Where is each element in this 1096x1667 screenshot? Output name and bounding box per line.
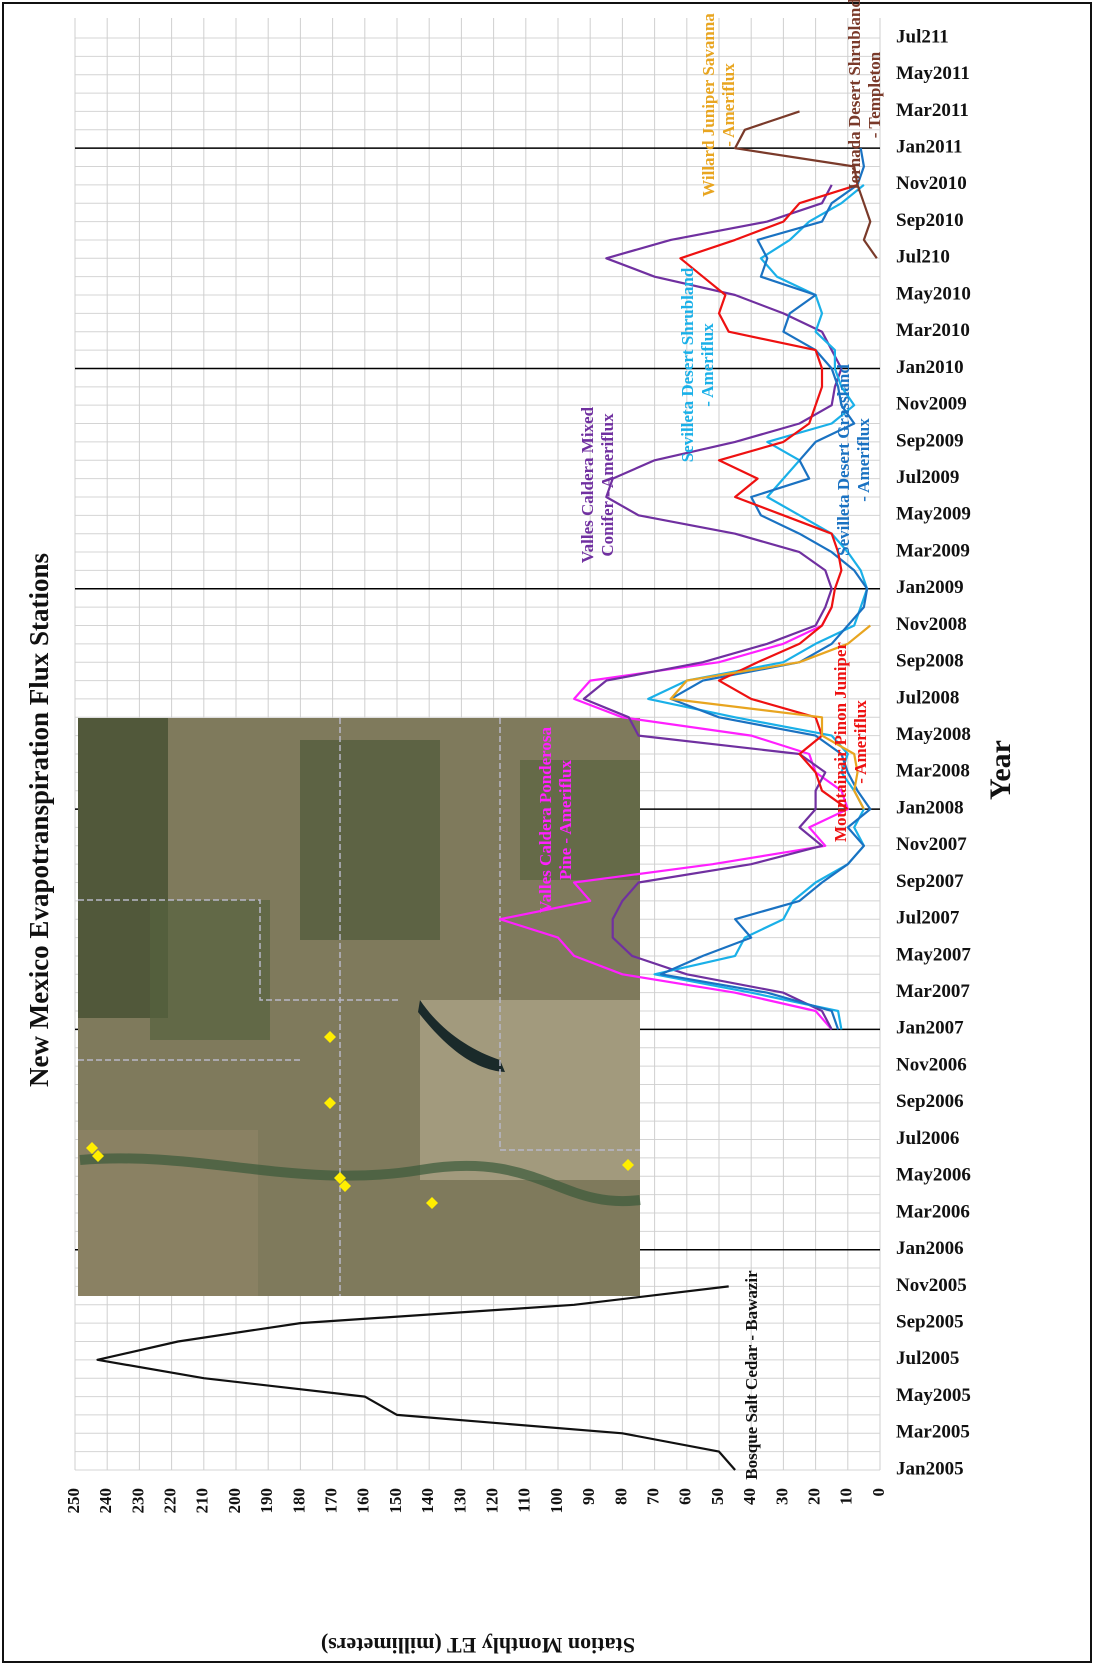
x-tick-label: 40 bbox=[740, 1488, 759, 1505]
y-tick-label: Sep2006 bbox=[896, 1091, 964, 1112]
x-tick-label: 230 bbox=[128, 1488, 147, 1514]
x-tick-label: 130 bbox=[450, 1488, 469, 1514]
y-tick-label: Jan2007 bbox=[896, 1018, 964, 1039]
y-tick-label: Sep2010 bbox=[896, 210, 964, 231]
x-tick-label: 200 bbox=[225, 1488, 244, 1514]
x-tick-label: 0 bbox=[869, 1488, 888, 1497]
chart-title: New Mexico Evapotranspiration Flux Stati… bbox=[24, 553, 54, 1087]
y-tick-label: Nov2010 bbox=[896, 173, 967, 194]
y-tick-label: May2011 bbox=[896, 63, 970, 84]
series-label: Bosque Salt Cedar - Bawazir bbox=[742, 1270, 761, 1480]
y-tick-label: Jan2010 bbox=[896, 357, 964, 378]
y-tick-label: May2007 bbox=[896, 944, 971, 965]
y-tick-label: Jan2011 bbox=[896, 137, 963, 158]
y-tick-label: Nov2009 bbox=[896, 394, 967, 415]
x-tick-label: 150 bbox=[386, 1488, 405, 1514]
x-tick-label: 60 bbox=[676, 1488, 695, 1505]
y-axis-title: Station Monthly ET (millimeters) bbox=[321, 1633, 635, 1658]
x-axis-title: Year bbox=[984, 740, 1017, 800]
x-tick-label: 20 bbox=[805, 1488, 824, 1505]
y-tick-label: Mar2005 bbox=[896, 1422, 970, 1443]
y-tick-label: Mar2007 bbox=[896, 981, 970, 1002]
y-tick-label: May2005 bbox=[896, 1385, 971, 1406]
x-tick-label: 190 bbox=[257, 1488, 276, 1514]
y-tick-label: Sep2008 bbox=[896, 651, 964, 672]
y-tick-label: Mar2009 bbox=[896, 540, 970, 561]
x-tick-label: 80 bbox=[611, 1488, 630, 1505]
y-tick-label: Jan2005 bbox=[896, 1458, 964, 1479]
x-tick-label: 250 bbox=[64, 1488, 83, 1514]
y-tick-label: Mar2006 bbox=[896, 1201, 970, 1222]
y-tick-label: Jul2009 bbox=[896, 467, 959, 488]
x-tick-label: 220 bbox=[161, 1488, 180, 1514]
map-terrain bbox=[420, 1000, 640, 1180]
x-tick-label: 240 bbox=[96, 1488, 115, 1514]
y-tick-label: Mar2010 bbox=[896, 320, 970, 341]
y-tick-label: Jul2008 bbox=[896, 687, 959, 708]
x-tick-label: 120 bbox=[483, 1488, 502, 1514]
y-tick-label: Nov2007 bbox=[896, 834, 967, 855]
x-tick-label: 210 bbox=[193, 1488, 212, 1514]
x-tick-label: 110 bbox=[515, 1488, 534, 1513]
x-tick-label: 160 bbox=[354, 1488, 373, 1514]
y-tick-label: Mar2008 bbox=[896, 761, 970, 782]
x-tick-label: 90 bbox=[579, 1488, 598, 1505]
y-tick-label: May2008 bbox=[896, 724, 971, 745]
x-tick-label: 50 bbox=[708, 1488, 727, 1505]
y-tick-label: Jan2009 bbox=[896, 577, 964, 598]
y-tick-label: Sep2009 bbox=[896, 430, 964, 451]
x-tick-label: 70 bbox=[644, 1488, 663, 1505]
y-tick-label: Nov2008 bbox=[896, 614, 967, 635]
y-tick-label: May2009 bbox=[896, 504, 971, 525]
y-tick-label: Nov2006 bbox=[896, 1054, 967, 1075]
map-terrain bbox=[300, 740, 440, 940]
y-tick-label: Jul2006 bbox=[896, 1128, 959, 1149]
y-tick-label: Jul211 bbox=[896, 26, 949, 47]
map-terrain bbox=[150, 900, 270, 1040]
y-tick-label: Jul2007 bbox=[896, 908, 960, 929]
y-tick-label: Jul2005 bbox=[896, 1348, 959, 1369]
series-label: Valles Caldera MixedConifer - Ameriflux bbox=[578, 406, 617, 563]
chart: New Mexico Evapotranspiration Flux Stati… bbox=[0, 0, 1096, 1667]
y-tick-label: Sep2005 bbox=[896, 1311, 964, 1332]
y-tick-label: May2010 bbox=[896, 283, 971, 304]
x-tick-label: 180 bbox=[289, 1488, 308, 1514]
y-tick-label: Nov2005 bbox=[896, 1275, 967, 1296]
x-tick-label: 10 bbox=[837, 1488, 856, 1505]
y-tick-label: Jan2006 bbox=[896, 1238, 964, 1259]
x-tick-label: 170 bbox=[322, 1488, 341, 1514]
y-tick-label: Jan2008 bbox=[896, 797, 964, 818]
x-tick-label: 100 bbox=[547, 1488, 566, 1514]
x-tick-label: 140 bbox=[418, 1488, 437, 1514]
y-tick-label: Mar2011 bbox=[896, 100, 969, 121]
y-tick-label: May2006 bbox=[896, 1165, 971, 1186]
x-tick-label: 30 bbox=[772, 1488, 791, 1505]
y-tick-label: Sep2007 bbox=[896, 871, 964, 892]
y-tick-label: Jul210 bbox=[896, 247, 950, 268]
